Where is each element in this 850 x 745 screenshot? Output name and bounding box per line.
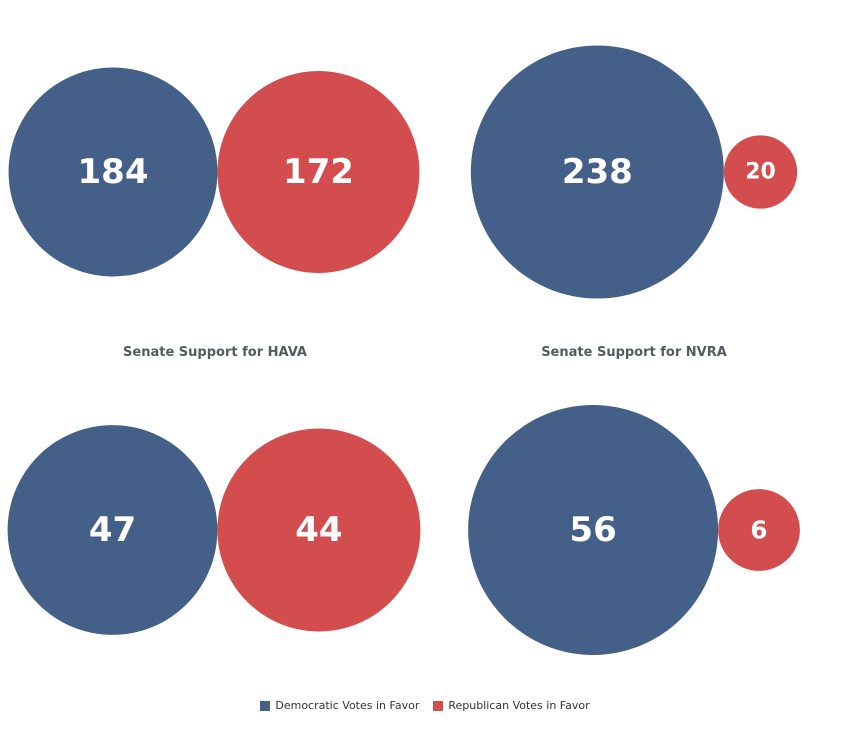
bubble-label-nvra-house-republican: 20 bbox=[745, 160, 776, 185]
legend-item-democratic: Democratic Votes in Favor bbox=[260, 699, 419, 712]
panel-title-senate-nvra: Senate Support for NVRA bbox=[541, 345, 727, 360]
bubble-hava-senate-democratic bbox=[7, 425, 218, 635]
bubble-hava-house-republican bbox=[217, 71, 420, 273]
bubble-label-nvra-senate-republican: 6 bbox=[750, 516, 767, 545]
bubble-label-nvra-house-democratic: 238 bbox=[562, 152, 633, 192]
legend-item-republican: Republican Votes in Favor bbox=[433, 699, 590, 712]
bubble-nvra-senate-republican bbox=[718, 489, 800, 571]
legend-swatch-republican bbox=[433, 700, 444, 711]
bubble-hava-house-democratic bbox=[8, 67, 218, 277]
bubble-nvra-house-republican bbox=[723, 135, 798, 209]
bubble-hava-senate-republican bbox=[217, 428, 421, 632]
chart-legend: Democratic Votes in Favor Republican Vot… bbox=[0, 699, 850, 712]
legend-label-democratic: Democratic Votes in Favor bbox=[275, 699, 420, 712]
bubble-label-hava-senate-democratic: 47 bbox=[89, 510, 136, 550]
bubble-label-hava-house-republican: 172 bbox=[283, 152, 354, 192]
bubble-nvra-house-democratic bbox=[470, 45, 724, 299]
bubble-label-hava-house-democratic: 184 bbox=[78, 152, 149, 192]
bubble-label-hava-senate-republican: 44 bbox=[295, 510, 342, 550]
panel-title-senate-hava: Senate Support for HAVA bbox=[123, 345, 307, 360]
legend-label-republican: Republican Votes in Favor bbox=[448, 699, 590, 712]
legend-swatch-democratic bbox=[260, 700, 271, 711]
bubble-label-nvra-senate-democratic: 56 bbox=[569, 510, 616, 550]
bubble-nvra-senate-democratic bbox=[468, 405, 719, 655]
